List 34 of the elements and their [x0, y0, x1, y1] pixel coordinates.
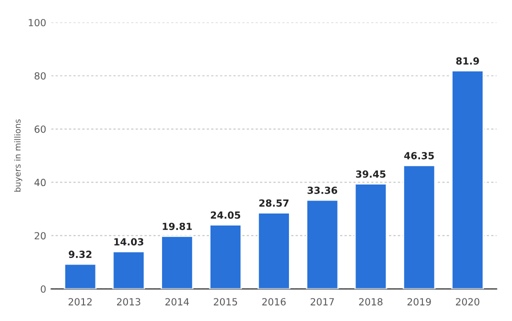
x-tick-label: 2018	[359, 298, 382, 306]
bar	[257, 212, 290, 289]
x-tick-label: 2013	[117, 298, 140, 306]
data-label: 19.81	[162, 222, 192, 230]
y-tick-label: 20	[34, 232, 46, 240]
data-label: 46.35	[404, 152, 434, 160]
x-tick-label: 2015	[214, 298, 238, 306]
x-tick-label: 2016	[262, 298, 286, 306]
data-label: 33.36	[308, 186, 338, 194]
data-label: 24.05	[210, 211, 240, 219]
bar	[209, 224, 242, 289]
y-tick-label: 80	[34, 72, 46, 80]
x-tick-label: 2014	[165, 298, 189, 306]
data-label: 81.9	[456, 57, 479, 65]
bar	[451, 70, 484, 289]
x-tick-label: 2012	[68, 298, 92, 306]
bar	[64, 263, 97, 289]
data-label: 39.45	[356, 170, 386, 178]
y-axis-title: buyers in millions	[14, 119, 22, 192]
x-tick-label: 2019	[408, 298, 431, 306]
x-tick-label: 2017	[310, 298, 334, 306]
bar	[112, 250, 146, 289]
data-label: 9.32	[68, 250, 92, 258]
data-label: 14.03	[114, 238, 144, 246]
bar	[160, 235, 194, 289]
data-label: 28.57	[259, 199, 289, 207]
y-tick-label: 40	[34, 178, 46, 186]
x-tick-label: 2020	[456, 298, 480, 306]
y-tick-label: 60	[34, 126, 46, 133]
y-tick-label: 0	[40, 285, 46, 293]
y-tick-label: 100	[28, 18, 46, 26]
bar	[306, 199, 339, 289]
bar	[402, 164, 436, 289]
bar	[354, 183, 388, 289]
